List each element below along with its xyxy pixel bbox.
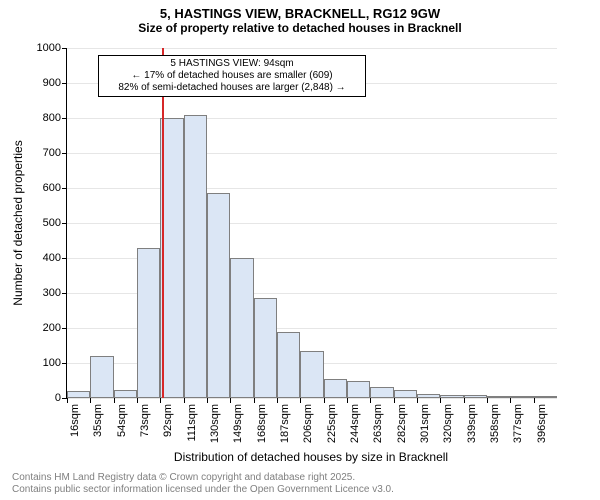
y-tick-label: 600 — [43, 182, 67, 194]
marker-line — [162, 48, 164, 398]
histogram-bar — [114, 390, 137, 398]
x-tick-label: 130sqm — [209, 404, 221, 443]
annotation-line: 82% of semi-detached houses are larger (… — [103, 82, 361, 94]
x-tick-mark — [67, 398, 68, 403]
histogram-bar — [230, 258, 253, 398]
x-tick-label: 187sqm — [279, 404, 291, 443]
x-tick-mark — [254, 398, 255, 403]
y-tick-label: 300 — [43, 287, 67, 299]
y-tick-label: 900 — [43, 77, 67, 89]
histogram-bar — [160, 118, 183, 398]
x-tick-mark — [277, 398, 278, 403]
x-tick-label: 339sqm — [466, 404, 478, 443]
y-tick-label: 800 — [43, 112, 67, 124]
x-tick-label: 244sqm — [349, 404, 361, 443]
x-tick-mark — [184, 398, 185, 403]
histogram-bar — [277, 332, 300, 399]
attribution-text: Contains HM Land Registry data © Crown c… — [12, 472, 394, 496]
histogram-bar — [347, 381, 370, 399]
grid-line — [67, 48, 557, 49]
x-tick-label: 168sqm — [256, 404, 268, 443]
x-tick-mark — [160, 398, 161, 403]
x-tick-mark — [370, 398, 371, 403]
histogram-bar — [67, 391, 90, 398]
x-tick-label: 35sqm — [92, 404, 104, 437]
histogram-bar — [534, 396, 557, 398]
x-tick-label: 54sqm — [116, 404, 128, 437]
chart-title: 5, HASTINGS VIEW, BRACKNELL, RG12 9GW — [0, 0, 600, 21]
attribution-line: Contains public sector information licen… — [12, 484, 394, 496]
x-tick-label: 225sqm — [326, 404, 338, 443]
grid-line — [67, 223, 557, 224]
y-tick-label: 100 — [43, 357, 67, 369]
x-tick-label: 263sqm — [372, 404, 384, 443]
x-tick-label: 282sqm — [396, 404, 408, 443]
y-tick-label: 500 — [43, 217, 67, 229]
x-tick-label: 92sqm — [162, 404, 174, 437]
x-tick-mark — [464, 398, 465, 403]
grid-line — [67, 118, 557, 119]
histogram-bar — [464, 395, 487, 398]
x-tick-label: 320sqm — [442, 404, 454, 443]
histogram-bar — [394, 390, 417, 398]
grid-line — [67, 398, 557, 399]
x-tick-mark — [534, 398, 535, 403]
histogram-bar — [324, 379, 347, 398]
histogram-bar — [440, 395, 463, 399]
y-tick-label: 400 — [43, 252, 67, 264]
histogram-bar — [370, 387, 393, 398]
histogram-bar — [510, 396, 533, 398]
x-tick-mark — [417, 398, 418, 403]
x-tick-label: 358sqm — [489, 404, 501, 443]
histogram-bar — [90, 356, 113, 398]
x-tick-label: 16sqm — [69, 404, 81, 437]
chart-subtitle: Size of property relative to detached ho… — [0, 21, 600, 35]
histogram-bar — [300, 351, 323, 398]
x-tick-mark — [114, 398, 115, 403]
x-tick-mark — [394, 398, 395, 403]
y-axis-label: Number of detached properties — [11, 140, 25, 305]
x-tick-mark — [440, 398, 441, 403]
x-tick-label: 301sqm — [419, 404, 431, 443]
x-tick-mark — [230, 398, 231, 403]
x-tick-mark — [137, 398, 138, 403]
chart-container: 5, HASTINGS VIEW, BRACKNELL, RG12 9GW Si… — [0, 0, 600, 500]
grid-line — [67, 188, 557, 189]
x-axis-label: Distribution of detached houses by size … — [174, 450, 448, 464]
annotation-box: 5 HASTINGS VIEW: 94sqm ← 17% of detached… — [98, 55, 366, 97]
histogram-bar — [487, 396, 510, 398]
x-tick-mark — [487, 398, 488, 403]
x-tick-mark — [90, 398, 91, 403]
x-tick-mark — [510, 398, 511, 403]
x-tick-label: 377sqm — [512, 404, 524, 443]
grid-line — [67, 153, 557, 154]
y-tick-label: 700 — [43, 147, 67, 159]
histogram-bar — [137, 248, 160, 399]
x-tick-mark — [300, 398, 301, 403]
x-tick-label: 149sqm — [232, 404, 244, 443]
attribution-line: Contains HM Land Registry data © Crown c… — [12, 472, 394, 484]
histogram-bar — [184, 115, 207, 399]
x-tick-label: 396sqm — [536, 404, 548, 443]
y-tick-label: 0 — [55, 392, 67, 404]
y-tick-label: 1000 — [37, 42, 67, 54]
x-tick-label: 73sqm — [139, 404, 151, 437]
annotation-line: 5 HASTINGS VIEW: 94sqm — [103, 58, 361, 70]
histogram-bar — [207, 193, 230, 398]
x-tick-mark — [324, 398, 325, 403]
x-tick-label: 111sqm — [186, 404, 198, 442]
x-tick-mark — [207, 398, 208, 403]
x-tick-mark — [347, 398, 348, 403]
annotation-line: ← 17% of detached houses are smaller (60… — [103, 70, 361, 82]
y-tick-label: 200 — [43, 322, 67, 334]
histogram-bar — [417, 394, 440, 398]
x-tick-label: 206sqm — [302, 404, 314, 443]
histogram-bar — [254, 298, 277, 398]
plot-area: 0100200300400500600700800900100016sqm35s… — [66, 48, 557, 399]
